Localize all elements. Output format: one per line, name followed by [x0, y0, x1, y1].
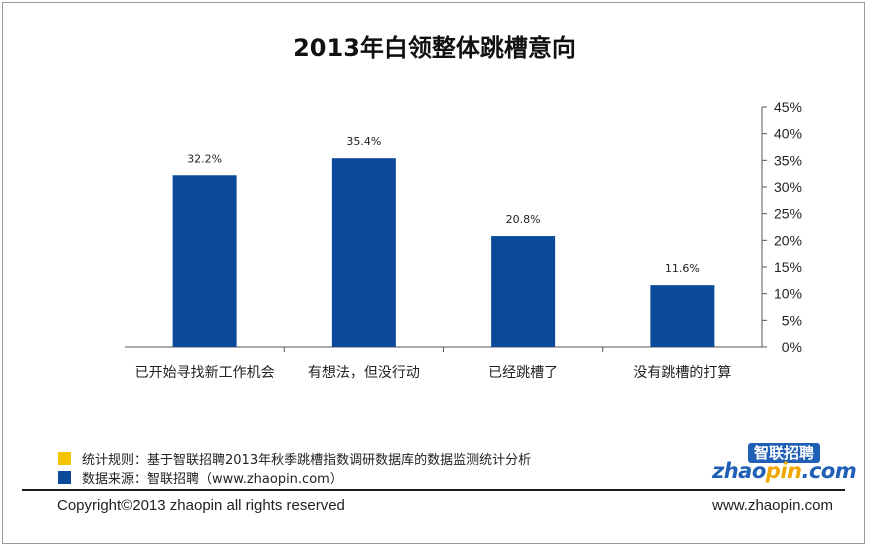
note-rule-text: 统计规则：基于智联招聘2013年秋季跳槽指数调研数据库的数据监测统计分析	[82, 453, 532, 468]
note-rule: 统计规则：基于智联招聘2013年秋季跳槽指数调研数据库的数据监测统计分析	[58, 449, 531, 468]
category-label: 有想法，但没行动	[308, 365, 420, 381]
note-source-swatch	[58, 471, 71, 484]
y-tick-label: 10%	[774, 286, 802, 302]
zhaopin-logo[interactable]: 智联招聘 zhaopin.com	[712, 443, 857, 483]
logo-part-a: zhao	[712, 459, 766, 483]
y-tick-label: 15%	[774, 259, 802, 275]
bar-value-label: 20.8%	[506, 213, 541, 226]
category-label: 没有跳槽的打算	[633, 364, 731, 381]
logo-part-b: pin	[765, 459, 802, 483]
bar	[491, 236, 556, 347]
y-tick-label: 25%	[774, 206, 802, 222]
y-tick-label: 20%	[774, 232, 802, 248]
note-source-text: 数据来源：智联招聘（www.zhaopin.com）	[82, 472, 343, 487]
y-tick-label: 5%	[782, 312, 802, 328]
bar-value-label: 11.6%	[665, 262, 700, 275]
y-tick-label: 35%	[774, 152, 802, 168]
chart-title: 2013年白领整体跳槽意向	[293, 34, 576, 62]
bar-value-label: 32.2%	[187, 152, 222, 165]
logo-wordmark: zhaopin.com	[712, 459, 857, 483]
bar	[172, 175, 237, 347]
footer-copyright: Copyright©2013 zhaopin all rights reserv…	[57, 497, 345, 514]
y-tick-label: 30%	[774, 179, 802, 195]
logo-part-c: .com	[801, 459, 857, 483]
note-source: 数据来源：智联招聘（www.zhaopin.com）	[58, 468, 343, 487]
category-label: 已开始寻找新工作机会	[135, 365, 275, 381]
logo-top-text: 智联招聘	[748, 443, 821, 463]
y-tick-label: 45%	[774, 99, 802, 115]
y-tick-label: 0%	[782, 339, 802, 355]
footer-site-link[interactable]: www.zhaopin.com	[712, 497, 833, 514]
category-label: 已经跳槽了	[488, 365, 558, 381]
y-tick-label: 40%	[774, 126, 802, 142]
bar	[331, 158, 396, 347]
bar	[650, 285, 715, 347]
note-rule-swatch	[58, 452, 71, 465]
footer-divider	[22, 489, 845, 491]
bar-value-label: 35.4%	[346, 135, 381, 148]
